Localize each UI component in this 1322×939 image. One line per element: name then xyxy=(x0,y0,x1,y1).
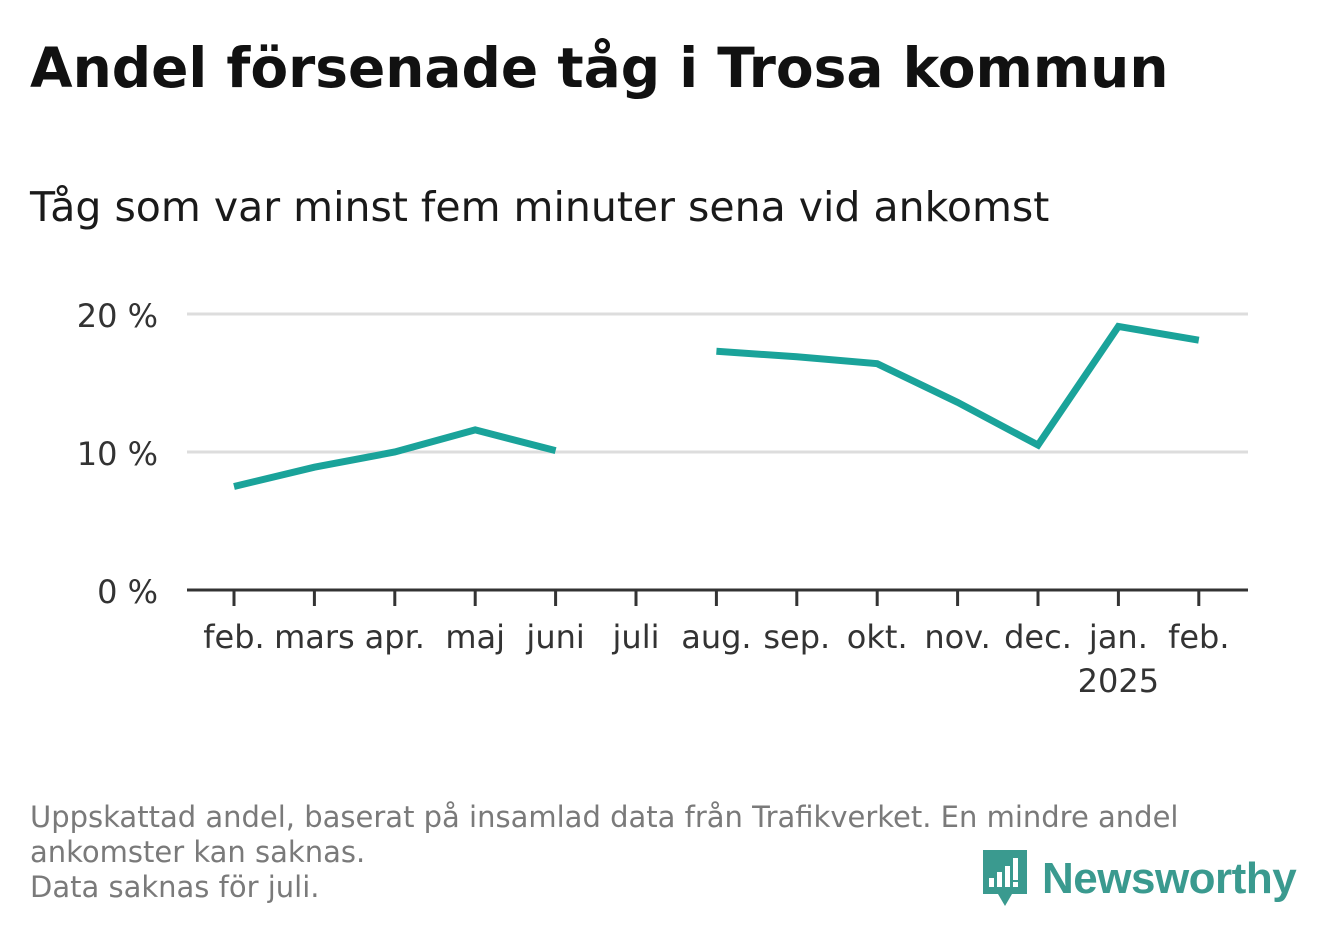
chart-title: Andel försenade tåg i Trosa kommun xyxy=(30,36,1169,100)
x-tick-label: feb. xyxy=(1168,618,1229,656)
x-tick-label: juni xyxy=(525,618,584,656)
chart-subtitle: Tåg som var minst fem minuter sena vid a… xyxy=(30,183,1050,231)
brand-name: Newsworthy xyxy=(1042,854,1297,903)
x-year-label: 2025 xyxy=(1078,662,1159,700)
x-tick-label: mars xyxy=(274,618,355,656)
x-tick-label: maj xyxy=(445,618,505,656)
footnote-line: ankomster kan saknas. xyxy=(30,835,366,869)
x-tick-label: jan. xyxy=(1088,618,1148,656)
x-tick-label: apr. xyxy=(365,618,425,656)
footnote-line: Data saknas för juli. xyxy=(30,870,320,904)
x-tick-label: okt. xyxy=(847,618,908,656)
y-tick-label: 0 % xyxy=(97,573,158,611)
footnote: Uppskattad andel, baserat på insamlad da… xyxy=(30,800,1280,905)
x-tick-label: dec. xyxy=(1004,618,1072,656)
newsworthy-logo-icon xyxy=(983,850,1027,906)
y-axis-ticks: 0 % 10 % 20 % xyxy=(77,297,158,611)
y-tick-label: 20 % xyxy=(77,297,158,335)
x-tick-label: juli xyxy=(612,618,660,656)
footnote-line: Uppskattad andel, baserat på insamlad da… xyxy=(30,800,1179,834)
series-lines xyxy=(233,322,1200,490)
brand-logo: Newsworthy xyxy=(980,848,1297,910)
series-line-segment xyxy=(716,322,1200,450)
x-tick-label: sep. xyxy=(763,618,830,656)
x-tick-label: feb. xyxy=(203,618,264,656)
x-tick-label: aug. xyxy=(681,618,751,656)
gridlines xyxy=(187,312,1248,454)
x-axis-ticks: feb. mars apr. maj juni juli aug. sep. okt. nov. d… xyxy=(203,590,1230,700)
series-line-segment xyxy=(233,426,557,490)
x-tick-label: nov. xyxy=(924,618,990,656)
y-tick-label: 10 % xyxy=(77,435,158,473)
